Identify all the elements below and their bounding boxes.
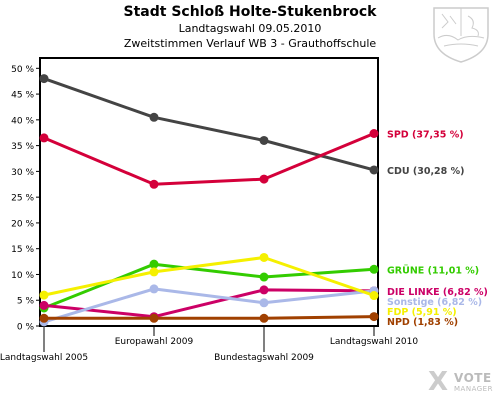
y-tick-label: 50 % [11,65,34,75]
y-tick-label: 20 % [11,219,34,229]
y-tick-label: 25 % [11,194,34,204]
y-tick-label: 40 % [11,116,34,126]
series-line-npd [42,315,376,320]
data-point-spd [259,174,269,184]
x-tick-label: Bundestagswahl 2009 [214,353,314,363]
data-point-gr-ne [369,264,379,274]
y-tick-label: 45 % [11,91,34,101]
data-point-cdu [259,135,269,145]
data-point-sonstige [259,298,269,308]
data-point-npd [369,312,379,322]
data-point-npd [149,313,159,323]
x-tick-label: Landtagswahl 2005 [0,353,88,363]
chart-subtitle-description: Zweitstimmen Verlauf WB 3 - Grauthoffsch… [123,37,377,50]
data-point-fdp [259,252,269,262]
series-label-gr-ne: GRÜNE (11,01 %) [387,265,479,276]
y-tick-label: 15 % [11,245,34,255]
data-point-fdp [369,291,379,301]
series-line-cdu [42,77,376,172]
coat-of-arms-watermark [428,4,494,68]
plot-frame [39,57,379,327]
series-label-spd: SPD (37,35 %) [387,130,464,141]
data-point-spd [39,133,49,143]
chart-title: Stadt Schloß Holte-Stukenbrock [123,4,377,20]
y-tick-label: 0 % [17,323,35,333]
chart-subtitle-date: Landtagswahl 09.05.2010 [178,22,322,35]
y-tick-label: 10 % [11,271,34,281]
data-point-gr-ne [149,259,159,269]
series-line-sonstige [42,287,376,324]
series-lines [42,77,376,324]
y-tick-label: 35 % [11,142,34,152]
series-label-die-linke: DIE LINKE (6,82 %) [387,287,488,298]
series-label-fdp: FDP (5,91 %) [387,307,457,318]
data-point-cdu [39,74,49,84]
data-point-npd [39,313,49,323]
series-markers [39,74,379,327]
y-tick-label: 5 % [17,297,35,307]
series-line-die-linke [42,288,376,319]
series-line-gr-ne [42,262,376,310]
votemanager-logo-vote: VOTE [454,371,492,385]
series-label-cdu: CDU (30,28 %) [387,166,464,177]
data-point-sonstige [149,284,159,294]
series-line-fdp [42,256,376,297]
data-point-spd [369,129,379,139]
data-point-npd [259,313,269,323]
votemanager-mark-icon: X [428,367,449,397]
data-point-cdu [369,165,379,175]
data-point-die-linke [259,285,269,295]
data-point-fdp [149,267,159,277]
series-line-spd [42,132,376,186]
data-point-gr-ne [259,272,269,282]
data-point-fdp [39,290,49,300]
series-label-npd: NPD (1,83 %) [387,317,458,328]
votemanager-logo-manager: MANAGER [454,385,493,393]
data-point-spd [149,179,159,189]
series-label-sonstige: Sonstige (6,82 %) [387,297,482,308]
votemanager-logo: X VOTE MANAGER [428,368,500,398]
y-tick-label: 30 % [11,168,34,178]
x-tick-label: Landtagswahl 2010 [330,337,419,347]
data-point-die-linke [39,300,49,310]
x-tick-label: Europawahl 2009 [115,337,194,347]
data-point-cdu [149,112,159,122]
